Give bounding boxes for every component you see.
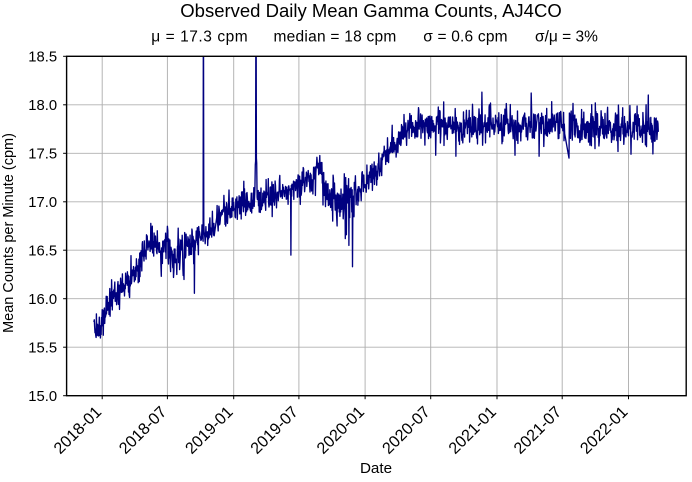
- svg-text:Observed Daily Mean Gamma Coun: Observed Daily Mean Gamma Counts, AJ4CO: [180, 0, 561, 21]
- svg-text:σ/μ = 3%: σ/μ = 3%: [535, 29, 598, 46]
- svg-text:μ = 17.3 cpm: μ = 17.3 cpm: [151, 29, 248, 46]
- svg-text:18.0: 18.0: [28, 98, 57, 114]
- svg-text:15.5: 15.5: [28, 341, 57, 357]
- svg-text:18.5: 18.5: [28, 50, 57, 66]
- svg-text:16.0: 16.0: [28, 292, 57, 308]
- svg-text:median = 18 cpm: median = 18 cpm: [274, 29, 397, 46]
- svg-text:17.5: 17.5: [28, 147, 57, 163]
- svg-text:17.0: 17.0: [28, 195, 57, 211]
- svg-text:Date: Date: [360, 460, 392, 477]
- svg-text:Mean Counts per Minute (cpm): Mean Counts per Minute (cpm): [1, 133, 17, 333]
- svg-text:σ = 0.6 cpm: σ = 0.6 cpm: [423, 29, 508, 46]
- svg-text:15.0: 15.0: [28, 389, 57, 405]
- svg-text:16.5: 16.5: [28, 244, 57, 260]
